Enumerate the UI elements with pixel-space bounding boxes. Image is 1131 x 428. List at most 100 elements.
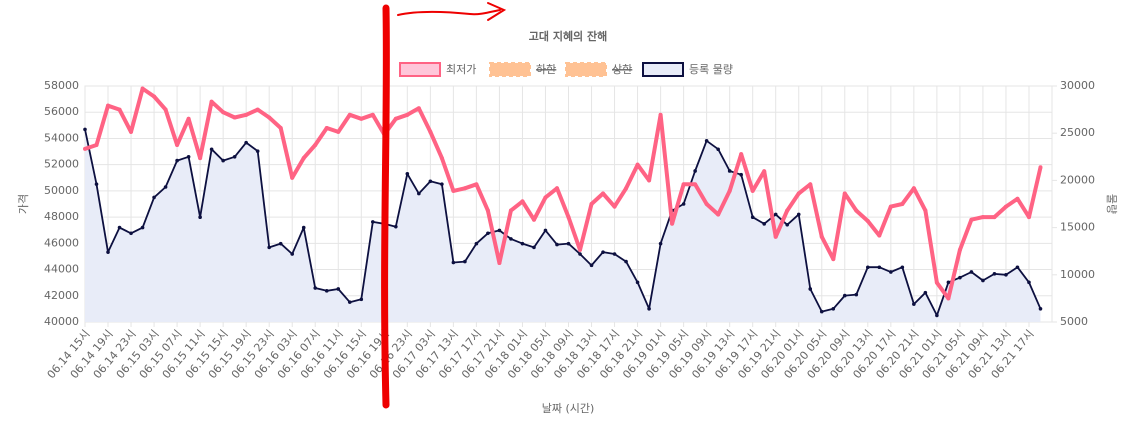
point (877, 265, 882, 270)
point (796, 212, 801, 217)
point (140, 225, 145, 230)
y2-axis-title: 물량 (1105, 194, 1118, 214)
point (612, 204, 617, 209)
point (555, 242, 559, 247)
line (84, 129, 1042, 317)
point (267, 115, 272, 120)
point (980, 215, 985, 220)
point (370, 220, 375, 224)
point (796, 191, 801, 196)
point (647, 306, 651, 311)
point (313, 286, 318, 290)
point (578, 247, 583, 252)
point (543, 195, 548, 200)
point (601, 250, 605, 254)
point (762, 222, 767, 226)
point (693, 169, 697, 173)
point (485, 208, 490, 213)
point (992, 215, 997, 220)
point (946, 280, 951, 285)
point (301, 225, 306, 230)
point (681, 182, 686, 187)
point (981, 278, 985, 283)
point (589, 202, 594, 206)
point (992, 272, 997, 276)
point (393, 116, 398, 121)
point (1026, 215, 1031, 220)
point (232, 155, 237, 159)
legend-swatch (565, 62, 607, 77)
y2-tick-label: 15000 (1060, 221, 1095, 234)
point (624, 259, 628, 264)
point (324, 125, 329, 130)
point (255, 107, 260, 112)
point (117, 225, 122, 230)
point (865, 219, 870, 224)
point (463, 259, 467, 264)
y-tick-label: 54000 (44, 131, 79, 144)
y2-tick-label: 5000 (1060, 315, 1088, 328)
point (612, 252, 617, 256)
point (94, 143, 99, 147)
point (531, 217, 536, 222)
y-tick-label: 42000 (44, 289, 79, 302)
point (509, 237, 513, 241)
point (370, 112, 375, 117)
point (889, 270, 893, 274)
point (140, 86, 145, 91)
y-tick-label: 56000 (44, 105, 79, 118)
plot: 40000 42000 44000 46000 48000 50000 52000 54000… (44, 79, 1095, 381)
point (566, 215, 571, 220)
point (255, 149, 260, 153)
y2-tick-label: 30000 (1060, 79, 1095, 92)
point (566, 241, 571, 246)
legend-label: 최저가 (446, 63, 476, 76)
point (486, 231, 490, 236)
point (831, 257, 836, 262)
point (785, 222, 790, 227)
point (359, 116, 364, 121)
point (221, 158, 225, 163)
legend-swatch (642, 62, 684, 77)
y2-tick-label: 20000 (1060, 173, 1095, 186)
point (106, 250, 110, 254)
point (336, 287, 341, 291)
point (497, 228, 502, 233)
point (106, 103, 111, 108)
point (773, 212, 778, 217)
point (704, 138, 709, 143)
y-axis-title: 가격 (17, 194, 30, 214)
point (520, 241, 525, 246)
legend-swatch (489, 62, 531, 77)
point (451, 260, 456, 265)
point (773, 234, 778, 239)
point (416, 106, 421, 111)
point (808, 182, 813, 187)
point (854, 208, 859, 213)
y2-tick-label: 25000 (1060, 126, 1095, 139)
legend-label: 등록 물량 (689, 63, 733, 76)
point (739, 152, 744, 157)
y-tick-label: 58000 (44, 79, 79, 92)
point (1038, 306, 1043, 311)
point (440, 182, 444, 186)
point (946, 296, 951, 301)
y-tick-label: 44000 (44, 263, 79, 276)
point (842, 293, 847, 298)
point (313, 143, 318, 147)
y-tick-label: 48000 (44, 210, 79, 223)
point (923, 208, 928, 213)
point (888, 204, 893, 209)
point (578, 252, 582, 256)
hand-drawn-arrow (397, 2, 507, 21)
point (290, 175, 295, 180)
point (474, 241, 479, 246)
point (819, 309, 824, 314)
y2-tick-label: 10000 (1060, 268, 1095, 281)
point (1038, 165, 1043, 170)
point (866, 265, 870, 270)
point (175, 158, 179, 163)
point (635, 280, 640, 285)
point (716, 212, 721, 217)
point (474, 182, 479, 187)
